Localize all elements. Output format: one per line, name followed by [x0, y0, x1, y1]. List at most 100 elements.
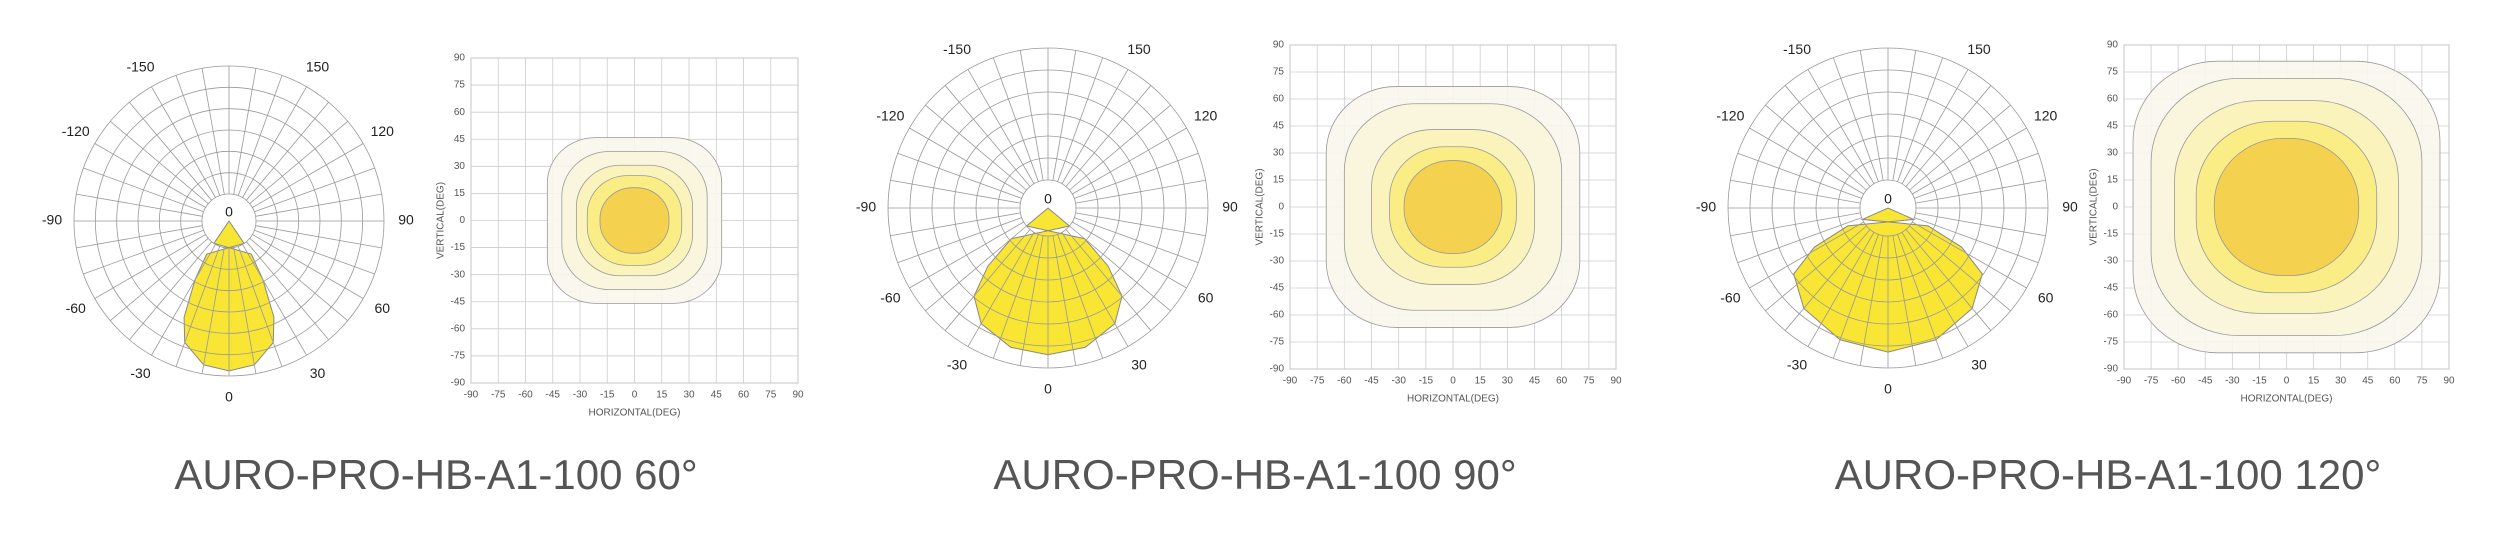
- y-tick-label: 60: [1273, 94, 1285, 105]
- polar-label: -30: [1787, 356, 1807, 372]
- polar-spoke: [249, 121, 348, 204]
- polar-spoke: [1914, 217, 2039, 264]
- polar-spoke: [255, 193, 382, 217]
- polar-spoke: [890, 212, 1021, 237]
- caption: AURO-PRO-HB-A1-100 60°: [174, 451, 697, 498]
- polar-label: 0: [1884, 381, 1892, 397]
- polar-spoke: [1905, 85, 1992, 187]
- polar-spoke: [233, 68, 257, 195]
- y-tick-label: 90: [454, 53, 466, 64]
- polar-spoke: [1897, 57, 1944, 182]
- y-tick-label: -90: [2104, 364, 2119, 375]
- x-axis-label: HORIZONTAL(DEG): [2240, 394, 2332, 405]
- polar-spoke: [1075, 179, 1206, 204]
- y-tick-label: -75: [451, 351, 466, 362]
- isolux-contour: [599, 187, 670, 254]
- polar-spoke: [1807, 69, 1875, 184]
- polar-spoke: [992, 234, 1039, 359]
- polar-spoke: [1897, 234, 1944, 359]
- polar-spoke: [944, 85, 1031, 187]
- y-tick-label: 15: [454, 188, 466, 199]
- y-tick-label: 75: [1273, 67, 1285, 78]
- y-tick-label: 75: [454, 80, 466, 91]
- polar-spoke: [1765, 225, 1867, 312]
- polar-label: 120: [371, 123, 395, 139]
- polar-spoke: [1065, 85, 1152, 187]
- polar-spoke: [246, 241, 329, 340]
- x-tick-label: -45: [546, 390, 561, 401]
- polar-spoke: [76, 225, 203, 249]
- y-tick-label: -45: [451, 296, 466, 307]
- polar-spoke: [1074, 217, 1199, 264]
- y-tick-label: -90: [451, 378, 466, 389]
- y-tick-label: 30: [454, 161, 466, 172]
- y-tick-label: 90: [1273, 40, 1285, 51]
- y-tick-label: -30: [2104, 256, 2119, 267]
- polar-spoke: [1807, 232, 1875, 347]
- polar-spoke: [175, 75, 221, 196]
- polar-label: 0: [225, 389, 233, 405]
- polar-spoke: [242, 86, 307, 198]
- polar-spoke: [1737, 217, 1862, 264]
- polar-label: 150: [306, 58, 330, 74]
- y-tick-label: -90: [1270, 364, 1285, 375]
- polar-spoke: [151, 86, 216, 198]
- x-tick-label: 45: [2362, 376, 2374, 387]
- polar-spoke: [1915, 212, 2046, 237]
- polar-spoke: [1909, 225, 2011, 312]
- x-tick-label: -45: [1364, 376, 1379, 387]
- polar-spoke: [1075, 212, 1206, 237]
- polar-spoke: [1730, 212, 1861, 237]
- x-tick-label: 15: [1475, 376, 1487, 387]
- x-tick-label: 30: [2335, 376, 2347, 387]
- polar-spoke: [1737, 152, 1862, 199]
- y-tick-label: -60: [451, 323, 466, 334]
- y-tick-label: 0: [459, 215, 465, 226]
- polar-label: 0: [1044, 381, 1052, 397]
- polar-spoke: [76, 193, 203, 217]
- y-tick-label: -30: [1270, 256, 1285, 267]
- polar-label: -60: [66, 300, 86, 316]
- x-tick-label: 15: [2308, 376, 2320, 387]
- polar-spoke: [967, 69, 1035, 184]
- y-tick-label: -60: [1270, 310, 1285, 321]
- polar-spoke: [237, 246, 283, 367]
- polar-spoke: [110, 121, 209, 204]
- polar-spoke: [909, 221, 1024, 289]
- polar-spoke: [1859, 50, 1884, 181]
- x-tick-label: -30: [1391, 376, 1406, 387]
- polar-label: -90: [42, 212, 62, 228]
- x-tick-label: 0: [632, 390, 638, 401]
- polar-spoke: [1052, 50, 1077, 181]
- polar-spoke: [1061, 69, 1129, 184]
- polar-label: 30: [1971, 356, 1987, 372]
- polar-spoke: [83, 229, 204, 275]
- polar-center-label: 0: [1044, 191, 1052, 207]
- polar-label: 120: [1194, 108, 1218, 124]
- polar-spoke: [1909, 104, 2011, 191]
- polar-spoke: [897, 152, 1022, 199]
- polar-spoke: [1749, 221, 1864, 289]
- polar-spoke: [1859, 235, 1884, 366]
- x-tick-label: 45: [711, 390, 723, 401]
- polar-spoke: [1914, 152, 2039, 199]
- x-tick-label: 60: [1556, 376, 1568, 387]
- x-tick-label: -45: [2198, 376, 2213, 387]
- polar-spoke: [890, 179, 1021, 204]
- x-tick-label: 15: [656, 390, 668, 401]
- polar-spoke: [1065, 229, 1152, 331]
- polar-spoke: [1057, 234, 1104, 359]
- y-tick-label: 90: [2107, 40, 2119, 51]
- polar-spoke: [1901, 69, 1969, 184]
- polar-spoke: [1061, 232, 1129, 347]
- x-tick-label: 90: [2443, 376, 2455, 387]
- polar-label: 60: [1198, 290, 1214, 306]
- x-tick-label: 30: [683, 390, 695, 401]
- polar-spoke: [1072, 221, 1187, 289]
- polar-spoke: [83, 167, 204, 213]
- x-tick-label: -75: [1310, 376, 1325, 387]
- y-tick-label: 60: [454, 107, 466, 118]
- polar-spoke: [254, 229, 375, 275]
- polar-spoke: [1749, 127, 1864, 195]
- polar-spoke: [129, 241, 212, 340]
